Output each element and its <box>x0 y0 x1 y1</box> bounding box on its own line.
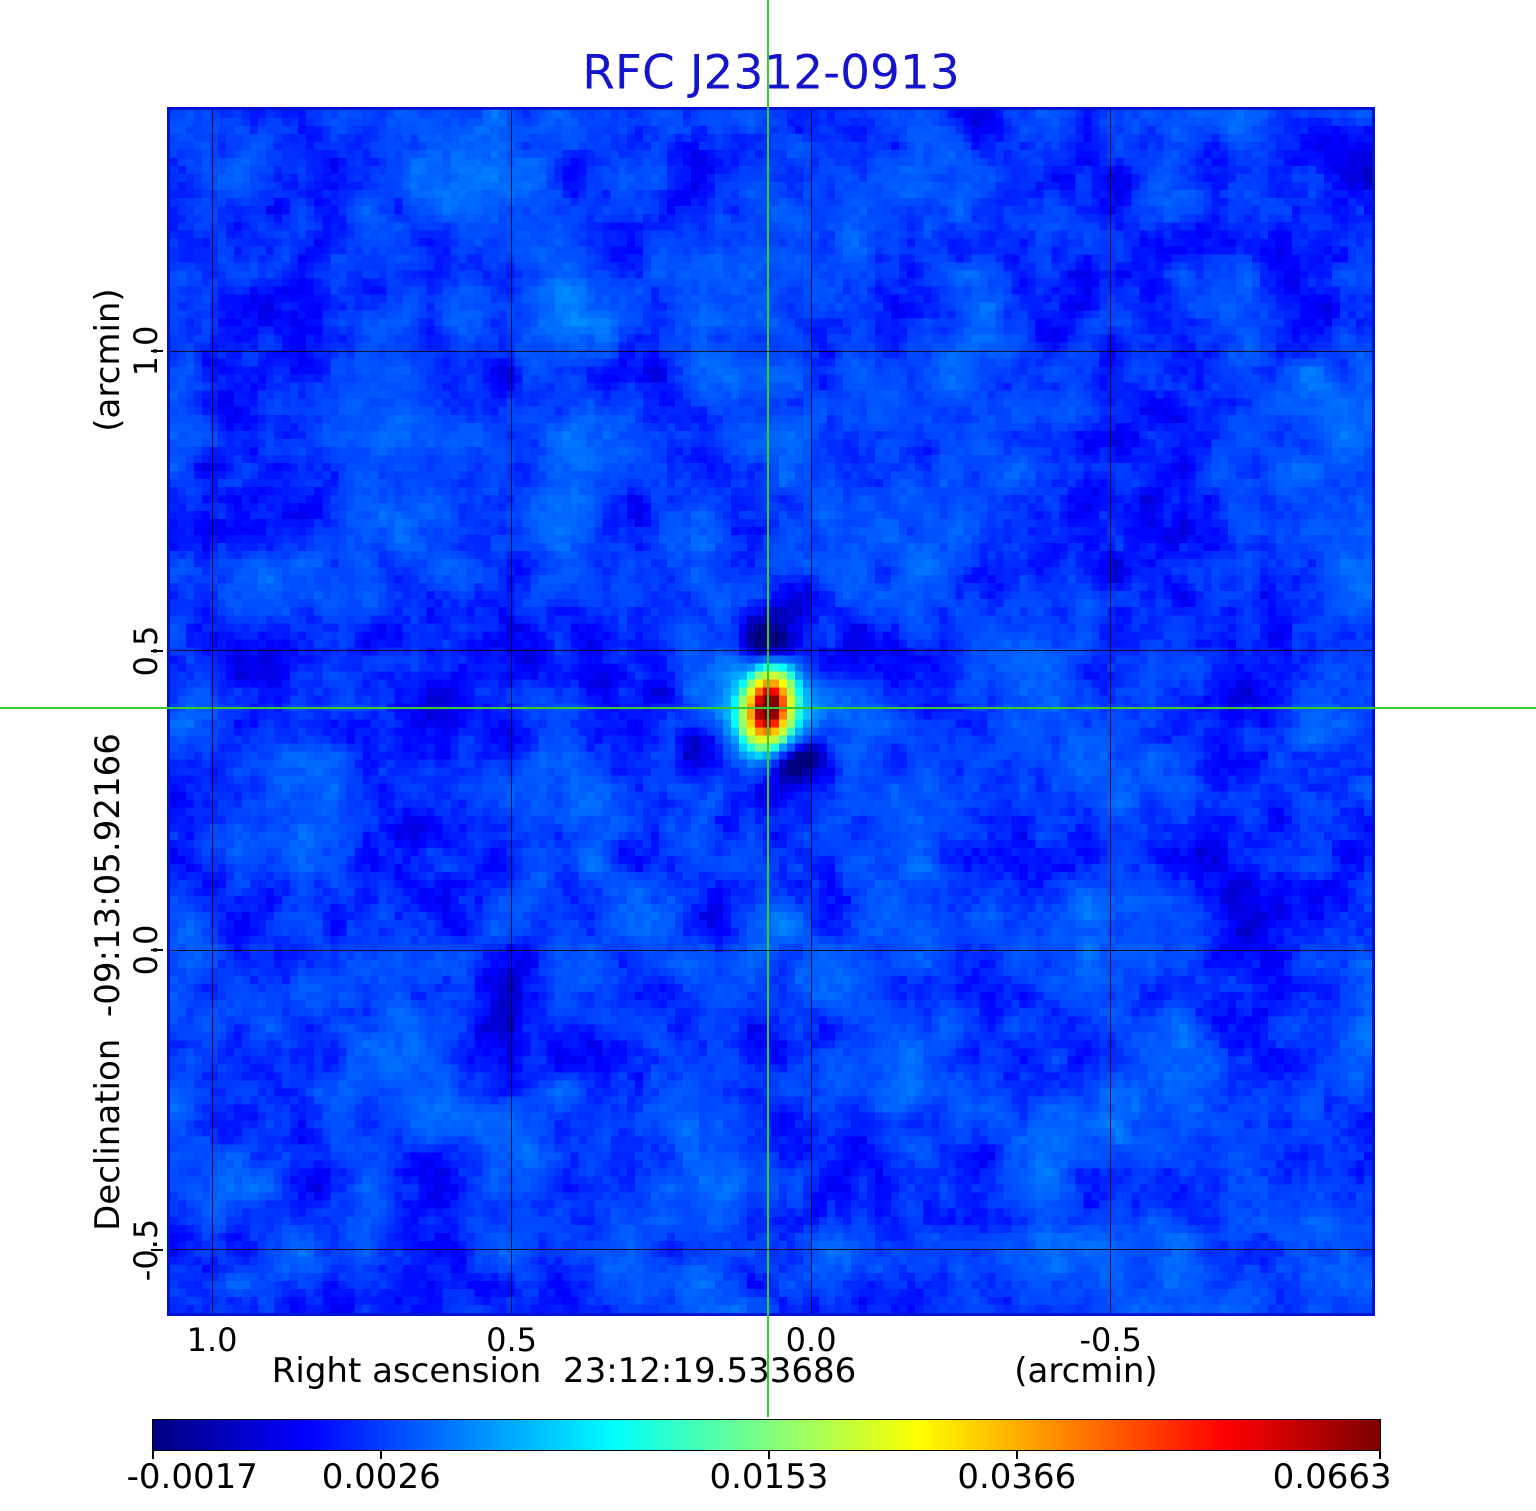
grid-line-horizontal <box>170 1249 1372 1251</box>
x-tick-label: -0.5 <box>1079 1321 1142 1359</box>
y-axis-tick-mark <box>151 649 163 652</box>
colorbar-tick-mark <box>152 1451 154 1459</box>
grid-line-vertical <box>810 110 812 1313</box>
y-tick-label: -0.5 <box>127 1218 165 1281</box>
colorbar-tick-label: 0.0026 <box>321 1457 441 1497</box>
grid-line-horizontal <box>170 650 1372 652</box>
y-tick-label: 0.0 <box>127 924 165 976</box>
y-axis-tick-mark <box>151 949 163 952</box>
colorbar-tick-mark <box>1015 1451 1018 1459</box>
colorbar-tick-label: 0.0663 <box>1272 1457 1392 1497</box>
grid-line-horizontal <box>170 949 1372 951</box>
x-axis-label: Right ascension 23:12:19.533686 <box>271 1351 857 1391</box>
colorbar-tick-mark <box>1379 1451 1381 1459</box>
crosshair-horizontal-line <box>0 706 1536 709</box>
colorbar-tick-label: -0.0017 <box>126 1457 258 1497</box>
colorbar-tick-label: 0.0153 <box>709 1457 829 1497</box>
x-tick-label: 0.5 <box>486 1321 538 1359</box>
x-tick-label: 0.0 <box>785 1321 837 1359</box>
y-axis-label: Declination -09:13:05.92166 <box>88 733 128 1231</box>
y-tick-label: 0.5 <box>127 625 165 677</box>
sky-map-image <box>170 110 1372 1313</box>
y-axis-unit-label: (arcmin) <box>88 288 128 432</box>
grid-line-horizontal <box>170 350 1372 352</box>
y-axis-tick-mark <box>151 350 163 353</box>
x-tick-label: 1.0 <box>186 1321 238 1359</box>
y-tick-label: 1.0 <box>127 325 165 377</box>
grid-line-vertical <box>1110 110 1112 1313</box>
colorbar-tick-label: 0.0366 <box>957 1457 1077 1497</box>
x-axis-unit-label: (arcmin) <box>1014 1351 1158 1391</box>
grid-line-vertical <box>511 110 513 1313</box>
y-axis-tick-mark <box>151 1248 163 1251</box>
figure-title: RFC J2312-0913 <box>582 45 960 101</box>
grid-line-vertical <box>211 110 213 1313</box>
colorbar-tick-mark <box>380 1451 383 1459</box>
colorbar-gradient <box>153 1420 1380 1450</box>
colorbar-tick-mark <box>767 1451 770 1459</box>
